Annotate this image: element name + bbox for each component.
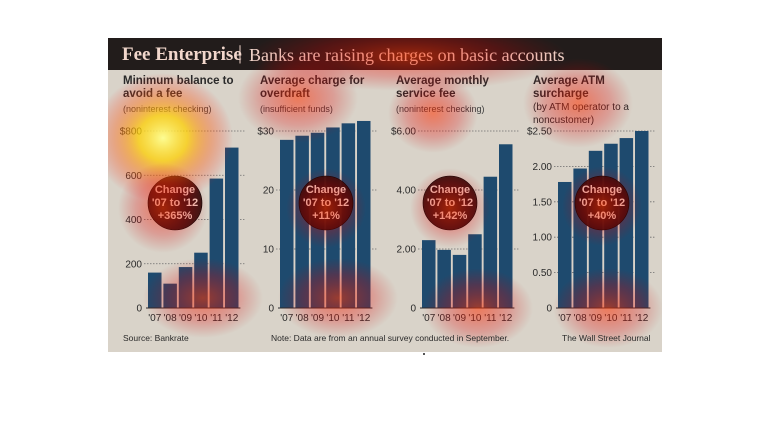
xtick-p2-3: '10 — [326, 313, 339, 324]
xtick-p3-0: '07 — [422, 313, 435, 324]
bar-p1-1 — [163, 283, 177, 308]
change-label-p3-2: +142% — [433, 210, 468, 222]
xtick-p1-5: '12 — [225, 313, 238, 324]
ytick-p3-2: 4.00 — [397, 186, 417, 197]
xtick-p3-2: '09 — [453, 313, 466, 324]
xtick-p2-0: '07 — [280, 313, 293, 324]
xtick-p4-4: '11 — [620, 313, 633, 324]
xtick-p2-2: '09 — [311, 313, 324, 324]
bar-p3-5 — [499, 144, 513, 308]
ytick-p3-1: 2.00 — [397, 245, 417, 256]
ytick-p3-0: 0 — [410, 304, 416, 315]
source-text: Source: Bankrate — [123, 333, 189, 343]
stray-mark — [423, 353, 425, 355]
bar-p1-2 — [178, 267, 193, 308]
bar-p1-0 — [148, 272, 162, 308]
change-label-p1-0: Change — [155, 184, 195, 196]
ytick-p1-2: 400 — [125, 215, 142, 226]
ytick-p2-3: $30 — [257, 127, 274, 138]
xtick-p3-1: '08 — [438, 313, 451, 324]
ytick-p4-3: 1.50 — [533, 197, 553, 208]
ytick-p4-4: 2.00 — [533, 162, 553, 173]
ytick-p3-3: $6.00 — [391, 127, 416, 138]
xtick-p1-3: '10 — [194, 313, 207, 324]
xtick-p2-5: '12 — [357, 313, 370, 324]
bar-p3-3 — [468, 234, 482, 308]
ytick-p1-0: 0 — [136, 304, 142, 315]
xtick-p3-4: '11 — [484, 313, 497, 324]
xtick-p4-0: '07 — [558, 313, 571, 324]
header-title: Fee Enterprise — [122, 44, 242, 65]
xtick-p1-1: '08 — [164, 313, 177, 324]
change-label-p2-0: Change — [306, 184, 346, 196]
bar-p1-4 — [209, 178, 224, 308]
footnote-text: Note: Data are from an annual survey con… — [271, 333, 510, 343]
ytick-p4-0: 0 — [546, 304, 552, 315]
ytick-p4-2: 1.00 — [533, 233, 553, 244]
bar-p3-0 — [422, 240, 436, 308]
change-label-p2-2: +11% — [312, 210, 340, 222]
xtick-p2-4: '11 — [342, 313, 355, 324]
bar-p3-4 — [483, 176, 498, 308]
ytick-p4-1: 0.50 — [533, 268, 553, 279]
ytick-p2-1: 10 — [263, 245, 275, 256]
bar-p4-4 — [619, 138, 634, 308]
ytick-p1-1: 200 — [125, 259, 142, 270]
ytick-p4-5: $2.50 — [527, 127, 552, 138]
bar-p4-0 — [558, 181, 572, 308]
bar-p3-1 — [437, 249, 451, 308]
ytick-p1-3: 600 — [125, 171, 142, 182]
xtick-p2-1: '08 — [296, 313, 309, 324]
xtick-p4-3: '10 — [604, 313, 617, 324]
xtick-p4-5: '12 — [635, 313, 648, 324]
change-label-p4-0: Change — [582, 184, 622, 196]
xtick-p4-1: '08 — [574, 313, 587, 324]
xtick-p1-0: '07 — [148, 313, 161, 324]
change-label-p3-1: '07 to '12 — [427, 197, 473, 209]
infographic: Fee Enterprise | Banks are raising charg… — [108, 38, 662, 352]
bar-p4-5 — [635, 131, 649, 308]
xtick-p4-2: '09 — [589, 313, 602, 324]
bar-charts: 0200400600$800'07'08'09'10'11'12Change'0… — [120, 120, 655, 324]
change-label-p2-1: '07 to '12 — [303, 197, 349, 209]
change-label-p4-1: '07 to '12 — [579, 197, 625, 209]
ytick-p2-0: 0 — [268, 304, 274, 315]
xtick-p1-2: '09 — [179, 313, 192, 324]
change-label-p3-0: Change — [430, 184, 470, 196]
ytick-p2-2: 20 — [263, 186, 275, 197]
credit-text: The Wall Street Journal — [562, 333, 651, 343]
bar-p1-5 — [225, 147, 239, 308]
ytick-p1-4: $800 — [120, 127, 143, 138]
xtick-p1-4: '11 — [210, 313, 223, 324]
bar-p2-5 — [357, 120, 371, 308]
xtick-p3-3: '10 — [468, 313, 481, 324]
bar-p3-2 — [452, 254, 467, 308]
xtick-p3-5: '12 — [499, 313, 512, 324]
change-label-p4-2: +40% — [588, 210, 617, 222]
change-label-p1-2: +365% — [158, 210, 193, 222]
bar-p2-0 — [280, 139, 294, 308]
change-label-p1-1: '07 to '12 — [152, 197, 198, 209]
bar-p1-3 — [194, 252, 208, 308]
